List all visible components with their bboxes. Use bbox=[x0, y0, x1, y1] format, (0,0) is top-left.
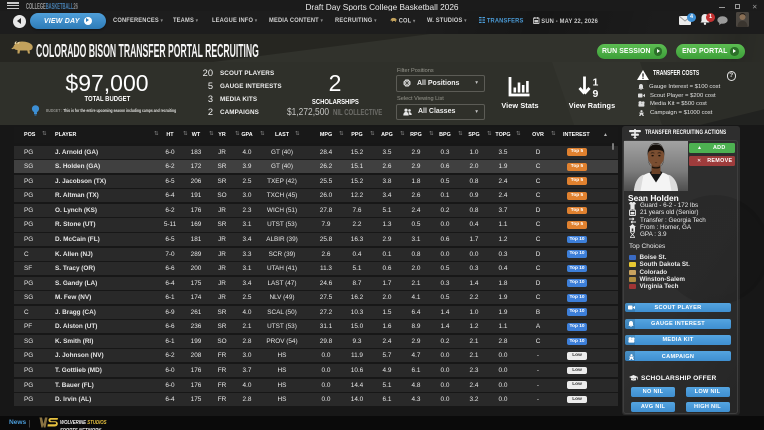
svg-text:1: 1 bbox=[593, 77, 599, 89]
svg-text:9: 9 bbox=[593, 88, 599, 98]
